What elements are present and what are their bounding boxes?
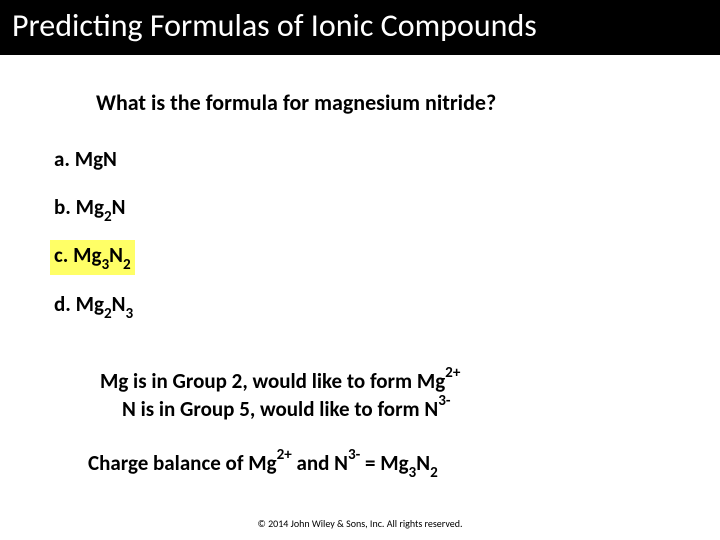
option-a: a. MgN — [50, 144, 121, 178]
option-formula-element: Mg — [76, 291, 104, 317]
option-letter: d. — [54, 291, 71, 317]
option-subscript: 3 — [101, 256, 109, 274]
copyright-text: © 2014 John Wiley & Sons, Inc. All right… — [0, 517, 720, 530]
option-b: b. Mg2N — [50, 192, 129, 226]
explanation-text: N is in Group 5, would like to form N — [122, 396, 438, 422]
option-formula-element: Mg — [75, 146, 103, 172]
balance-text: N — [416, 450, 430, 476]
option-d: d. Mg2N3 — [50, 289, 137, 323]
charge-superscript: 3- — [438, 392, 450, 410]
option-subscript: 3 — [125, 305, 133, 323]
charge-superscript: 3- — [348, 446, 360, 464]
option-formula-element: N — [103, 146, 117, 172]
balance-text: Charge balance of Mg — [88, 450, 277, 476]
formula-subscript: 2 — [430, 464, 438, 482]
charge-superscript: 2+ — [277, 446, 292, 464]
charge-superscript: 2+ — [445, 364, 460, 382]
option-subscript: 2 — [104, 305, 112, 323]
explanation-text: Mg is in Group 2, would like to form Mg — [100, 368, 445, 394]
option-formula-element: N — [112, 291, 126, 317]
balance-text: and N — [292, 450, 348, 476]
explanation-block: Mg is in Group 2, would like to form Mg2… — [100, 367, 720, 423]
slide-title: Predicting Formulas of Ionic Compounds — [0, 0, 720, 55]
option-subscript: 2 — [123, 256, 131, 274]
explanation-line-2: N is in Group 5, would like to form N3- — [122, 395, 720, 423]
formula-subscript: 3 — [409, 464, 417, 482]
option-letter: a. — [54, 146, 70, 172]
question-text: What is the formula for magnesium nitrid… — [96, 89, 720, 116]
explanation-line-1: Mg is in Group 2, would like to form Mg2… — [100, 367, 720, 395]
option-formula-element: Mg — [76, 194, 104, 220]
option-letter: b. — [54, 194, 71, 220]
option-letter: c. — [54, 242, 68, 268]
option-c: c. Mg3N2 — [50, 240, 135, 274]
option-subscript: 2 — [104, 208, 112, 226]
options-list: a. MgN b. Mg2N c. Mg3N2 d. Mg2N3 — [50, 144, 720, 337]
balance-text: = Mg — [360, 450, 408, 476]
option-formula-element: N — [109, 242, 123, 268]
option-formula-element: Mg — [73, 242, 101, 268]
charge-balance-line: Charge balance of Mg2+ and N3- = Mg3N2 — [88, 449, 720, 480]
option-formula-element: N — [112, 194, 126, 220]
